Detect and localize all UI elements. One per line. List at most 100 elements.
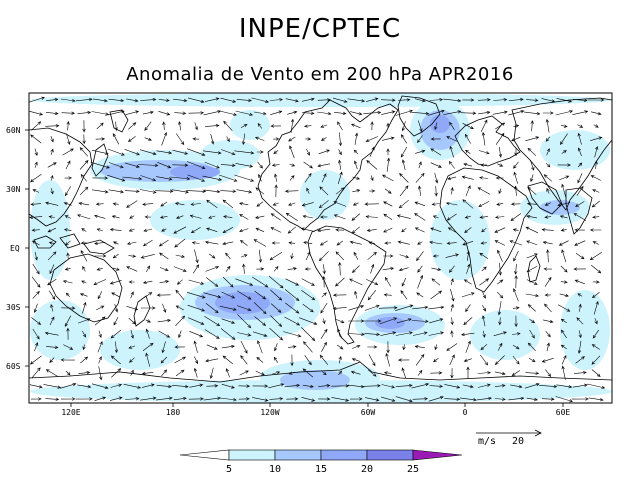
wind-vector <box>574 279 585 285</box>
wind-vector <box>366 97 379 102</box>
wind-vector <box>271 163 280 167</box>
wind-vector <box>94 316 106 326</box>
wind-vector <box>530 120 534 132</box>
wind-vector <box>96 267 103 271</box>
wind-vector <box>75 397 93 401</box>
wind-vector <box>369 146 375 157</box>
wind-vector <box>478 201 490 207</box>
wind-vector <box>428 331 444 336</box>
wind-vector <box>577 173 583 184</box>
wind-vector <box>257 161 263 169</box>
wind-vector <box>396 214 411 219</box>
wind-vector <box>191 241 200 245</box>
wind-vector <box>254 136 265 141</box>
wind-vector <box>572 98 588 102</box>
wind-vector <box>401 367 406 379</box>
wind-vector <box>349 278 363 286</box>
wind-vector <box>494 355 505 365</box>
wind-vector <box>384 241 392 245</box>
wind-vector <box>188 279 205 285</box>
wind-vector <box>111 215 120 219</box>
wind-vector <box>364 202 379 206</box>
wind-vector <box>45 397 60 401</box>
wind-vector <box>190 202 201 206</box>
wind-vector <box>354 290 358 299</box>
wind-vector <box>222 227 234 234</box>
wind-vector <box>351 358 360 362</box>
wind-vector <box>159 215 168 219</box>
wind-vector <box>401 159 406 171</box>
shading-region <box>200 140 260 170</box>
wind-vector <box>170 176 191 181</box>
wind-vector <box>255 215 265 219</box>
wind-vector <box>94 241 106 245</box>
wind-vector <box>60 98 76 103</box>
wind-vector <box>591 200 600 208</box>
wind-vector <box>459 397 477 402</box>
wind-vector <box>31 228 40 232</box>
wind-vector <box>234 150 255 155</box>
wind-vector <box>450 288 455 302</box>
wind-vector <box>482 304 487 312</box>
wind-vector <box>110 329 122 339</box>
wind-vector <box>284 289 300 302</box>
wind-vector <box>427 109 445 116</box>
wind-vector <box>382 267 395 271</box>
wind-vector <box>34 161 38 168</box>
wind-vector <box>560 124 568 128</box>
wind-vector <box>253 331 268 337</box>
wind-vector <box>560 133 568 145</box>
wind-vector <box>194 249 199 264</box>
shading-region <box>375 317 405 329</box>
wind-vector <box>252 384 269 388</box>
wind-vector <box>173 266 187 272</box>
wind-vector <box>270 110 283 115</box>
wind-vector <box>234 174 255 182</box>
wind-vector <box>126 200 138 208</box>
wind-vector <box>560 280 568 284</box>
wind-vector <box>122 176 143 181</box>
wind-vector <box>370 263 375 274</box>
wind-vector <box>526 202 537 206</box>
wind-vector <box>30 134 42 144</box>
wind-vector <box>29 355 42 365</box>
wind-vector <box>238 384 251 388</box>
wind-vector <box>496 202 504 206</box>
wind-vector <box>204 189 221 194</box>
wind-vector <box>414 227 425 233</box>
wind-vector <box>412 397 429 401</box>
wind-vector <box>381 174 394 182</box>
wind-vector <box>124 149 140 156</box>
colorbar-segment-4 <box>366 449 414 461</box>
wind-vector <box>124 189 140 193</box>
wind-vector <box>320 124 328 128</box>
wind-vector <box>112 202 119 206</box>
wind-vector <box>463 317 473 326</box>
wind-vector <box>545 331 551 338</box>
wind-vector <box>306 187 310 194</box>
wind-vector <box>321 371 327 376</box>
wind-vector <box>367 369 377 377</box>
wind-vector <box>431 202 440 206</box>
wind-vector <box>414 213 426 221</box>
wind-vector <box>187 174 206 182</box>
wind-vector <box>514 275 518 289</box>
wind-vector <box>352 202 359 206</box>
wind-vector <box>480 163 488 167</box>
wind-vector <box>363 110 382 115</box>
wind-vector <box>235 278 254 286</box>
coast-new-guinea <box>83 239 115 255</box>
wind-vector <box>351 226 360 234</box>
coast-arabia <box>527 181 563 215</box>
wind-vector <box>396 318 412 324</box>
wind-vector <box>400 134 407 144</box>
wind-vector <box>446 213 457 221</box>
wind-vector <box>492 110 508 115</box>
coast-antarctica <box>29 361 612 383</box>
wind-vector <box>577 162 583 168</box>
wind-vector <box>273 356 279 363</box>
wind-vector <box>258 249 263 263</box>
wind-vector <box>494 371 506 376</box>
wind-vector <box>238 397 250 401</box>
wind-vector <box>65 160 71 170</box>
